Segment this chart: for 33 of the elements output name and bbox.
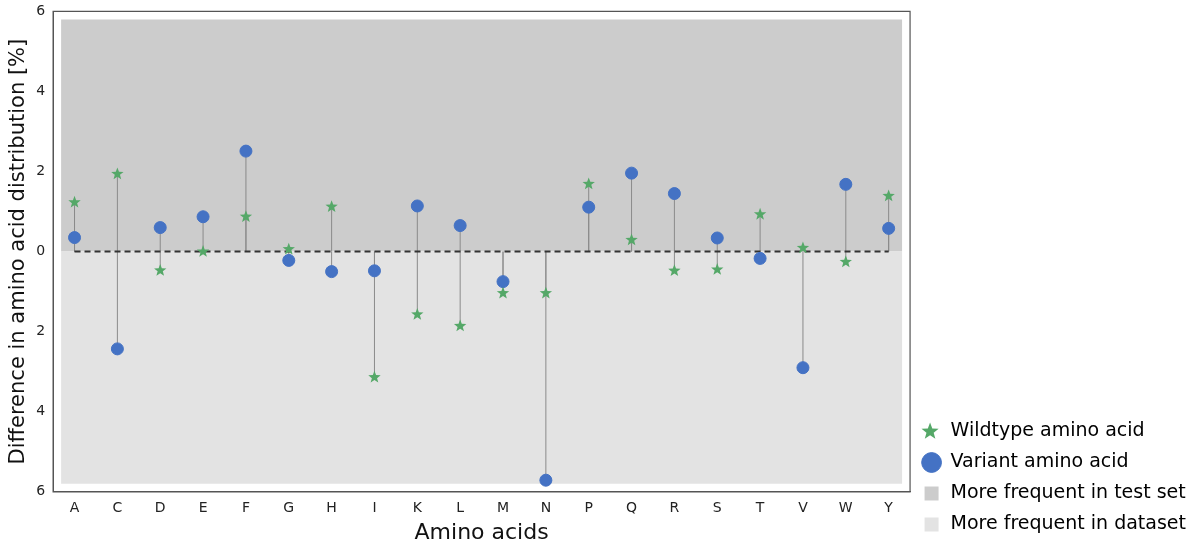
- y-tick-label: 4: [36, 402, 46, 419]
- x-tick-label: L: [456, 498, 465, 515]
- x-tick-label: R: [669, 498, 680, 515]
- x-tick-label: V: [798, 498, 809, 515]
- y-tick-label: 2: [36, 162, 46, 179]
- legend-label: Wildtype amino acid: [950, 418, 1145, 441]
- y-tick-label: 4: [36, 82, 46, 99]
- x-tick-label: K: [412, 498, 423, 515]
- legend-label: Variant amino acid: [950, 449, 1129, 472]
- x-tick-label: H: [326, 498, 337, 515]
- y-tick-label: 0: [36, 242, 46, 259]
- y-tick-label: 6: [36, 482, 46, 499]
- x-tick-label: M: [496, 498, 510, 515]
- y-tick-label: 6: [36, 2, 46, 19]
- x-tick-label: S: [712, 498, 722, 515]
- x-tick-label: N: [540, 498, 552, 515]
- x-tick-label: A: [69, 498, 80, 515]
- x-tick-label: G: [283, 498, 295, 515]
- x-tick-label: P: [584, 498, 593, 515]
- x-tick-label: F: [241, 498, 250, 515]
- y-axis-title: Difference in amino acid distribution [%]: [5, 38, 30, 465]
- x-axis-title: Amino acids: [414, 518, 549, 544]
- x-tick-label: D: [154, 498, 166, 515]
- x-tick-label: Y: [883, 498, 894, 515]
- x-tick-label: W: [838, 498, 853, 515]
- legend-label: More frequent in dataset: [950, 511, 1187, 534]
- x-tick-label: E: [198, 498, 208, 515]
- y-tick-label: 2: [36, 322, 46, 339]
- x-tick-label: T: [754, 498, 765, 515]
- legend-label: More frequent in test set: [950, 480, 1186, 503]
- x-tick-label: I: [372, 498, 377, 515]
- x-tick-label: C: [112, 498, 123, 515]
- x-tick-label: Q: [626, 498, 638, 515]
